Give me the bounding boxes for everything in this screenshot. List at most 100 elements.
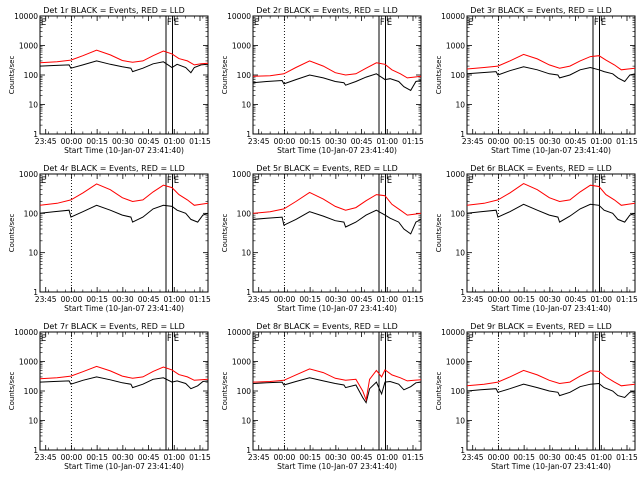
y-tick-label: 10	[455, 417, 465, 426]
flag-marker-label: F	[380, 18, 385, 28]
flag-marker-label: E	[41, 176, 46, 186]
flag-marker-label: E	[601, 176, 606, 186]
x-tick-label: 00:15	[513, 295, 535, 304]
y-tick-label: 1000	[19, 42, 38, 51]
x-tick-label: 01:00	[376, 295, 398, 304]
chart-title: Det 4r BLACK = Events, RED = LLD	[43, 164, 185, 173]
x-tick-label: 01:00	[163, 295, 185, 304]
y-tick-label: 100	[451, 387, 466, 396]
x-tick-label: 01:15	[189, 137, 211, 146]
x-tick-label: 00:45	[565, 453, 587, 462]
flag-marker-label: E	[601, 334, 606, 344]
flag-marker-label: E	[254, 176, 259, 186]
x-tick-label: 01:00	[590, 137, 612, 146]
x-tick-label: 00:30	[539, 137, 561, 146]
x-axis-label: Start Time (10-Jan-07 23:41:40)	[64, 146, 184, 155]
y-axis-label: Counts/sec	[221, 214, 229, 253]
y-tick-label: 1	[246, 446, 251, 455]
flag-marker-label: E	[387, 334, 392, 344]
plot-frame	[252, 173, 422, 293]
y-axis-label: Counts/sec	[221, 372, 229, 411]
y-tick-label: 10000	[227, 328, 251, 337]
chart-title: Det 1r BLACK = Events, RED = LLD	[43, 6, 185, 15]
y-tick-label: 1	[460, 288, 465, 297]
x-tick-label: 00:30	[325, 453, 347, 462]
x-tick-label: 00:45	[351, 295, 373, 304]
x-tick-label: 01:00	[590, 295, 612, 304]
y-tick-label: 10000	[227, 12, 251, 21]
y-tick-label: 10	[241, 101, 251, 110]
y-tick-label: 10000	[14, 12, 38, 21]
x-tick-label: 00:15	[299, 295, 321, 304]
y-tick-label: 1000	[446, 170, 465, 179]
x-axis-label: Start Time (10-Jan-07 23:41:40)	[64, 304, 184, 313]
y-tick-label: 10	[241, 417, 251, 426]
flag-marker-label: F	[594, 18, 599, 28]
chart-title: Det 9r BLACK = Events, RED = LLD	[470, 322, 612, 331]
series-line-lld	[252, 60, 422, 79]
x-tick-label: 00:00	[274, 453, 296, 462]
x-axis-label: Start Time (10-Jan-07 23:41:40)	[277, 462, 397, 471]
y-tick-label: 10	[28, 417, 38, 426]
flag-marker-label: F	[167, 334, 172, 344]
chart-panel: Det 9r BLACK = Events, RED = LLD 1 10 100 10…	[435, 322, 638, 471]
y-tick-label: 10000	[441, 12, 465, 21]
y-axis-label: Counts/sec	[8, 214, 16, 253]
x-tick-label: 00:15	[513, 453, 535, 462]
x-tick-label: 00:15	[299, 137, 321, 146]
series-line-events	[39, 376, 209, 390]
x-axis-label: Start Time (10-Jan-07 23:41:40)	[277, 146, 397, 155]
series-line-lld	[252, 191, 422, 216]
x-tick-label: 00:15	[513, 137, 535, 146]
x-tick-label: 00:30	[112, 295, 134, 304]
x-tick-label: 00:45	[138, 137, 160, 146]
chart-title: Det 8r BLACK = Events, RED = LLD	[256, 322, 398, 331]
series-line-lld	[39, 365, 209, 381]
y-tick-label: 10	[28, 249, 38, 258]
x-tick-label: 00:30	[325, 137, 347, 146]
y-tick-label: 100	[24, 71, 39, 80]
y-axis-label: Counts/sec	[435, 372, 443, 411]
y-tick-label: 100	[237, 209, 252, 218]
x-tick-label: 01:15	[189, 295, 211, 304]
series-line-events	[39, 204, 209, 223]
x-tick-label: 01:15	[402, 137, 424, 146]
x-tick-label: 00:00	[488, 295, 510, 304]
flag-marker-label: F	[594, 176, 599, 186]
chart-title: Det 2r BLACK = Events, RED = LLD	[256, 6, 398, 15]
x-axis-label: Start Time (10-Jan-07 23:41:40)	[277, 304, 397, 313]
x-tick-label: 01:00	[376, 453, 398, 462]
x-tick-label: 00:45	[351, 137, 373, 146]
x-tick-label: 01:15	[616, 453, 638, 462]
x-tick-label: 01:15	[189, 453, 211, 462]
flag-marker-label: E	[468, 334, 473, 344]
x-tick-label: 23:45	[462, 137, 484, 146]
y-tick-label: 1	[246, 288, 251, 297]
flag-marker-label: E	[254, 334, 259, 344]
y-tick-label: 10000	[441, 328, 465, 337]
y-tick-label: 1000	[19, 358, 38, 367]
chart-title: Det 3r BLACK = Events, RED = LLD	[470, 6, 612, 15]
flag-marker-label: E	[174, 334, 179, 344]
x-tick-label: 00:15	[86, 453, 108, 462]
x-tick-label: 01:00	[376, 137, 398, 146]
x-tick-label: 23:45	[35, 137, 57, 146]
x-tick-label: 23:45	[462, 453, 484, 462]
x-tick-label: 23:45	[462, 295, 484, 304]
y-tick-label: 1000	[446, 358, 465, 367]
x-tick-label: 00:00	[61, 453, 83, 462]
x-tick-label: 01:15	[616, 295, 638, 304]
series-line-events	[466, 382, 636, 399]
flag-marker-label: F	[167, 18, 172, 28]
x-tick-label: 00:30	[539, 453, 561, 462]
x-axis-label: Start Time (10-Jan-07 23:41:40)	[491, 462, 611, 471]
flag-marker-label: E	[174, 176, 179, 186]
y-tick-label: 1	[33, 130, 38, 139]
y-tick-label: 1000	[232, 42, 251, 51]
series-line-lld	[252, 368, 422, 402]
x-tick-label: 00:30	[539, 295, 561, 304]
x-axis-label: Start Time (10-Jan-07 23:41:40)	[64, 462, 184, 471]
chart-title: Det 6r BLACK = Events, RED = LLD	[470, 164, 612, 173]
x-tick-label: 00:45	[565, 295, 587, 304]
